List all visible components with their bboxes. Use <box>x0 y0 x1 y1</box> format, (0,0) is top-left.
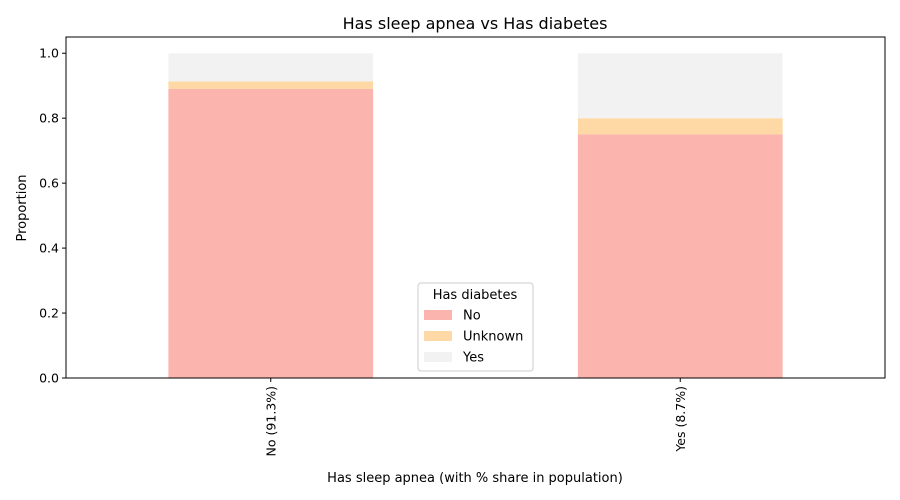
x-tick-label: No (91.3%) <box>263 386 278 456</box>
plot-area: 0.0 0.2 0.4 0.6 0.8 1.0 No (91.3%) Yes (8.7%) <box>39 36 886 456</box>
y-axis-label: Proportion <box>15 174 30 241</box>
bar-no-1 <box>577 134 783 378</box>
legend-label-unknown: Unknown <box>463 330 523 345</box>
bar-no-0 <box>168 88 374 378</box>
bars <box>168 53 783 378</box>
chart-title: Has sleep apnea vs Has diabetes <box>343 14 608 33</box>
legend-label-yes: Yes <box>462 351 484 366</box>
y-tick-label: 0.6 <box>39 176 59 191</box>
y-axis: 0.0 0.2 0.4 0.6 0.8 1.0 <box>39 46 66 386</box>
plot-frame <box>65 36 886 379</box>
y-tick-label: 0.4 <box>39 241 59 256</box>
legend-label-no: No <box>463 309 481 324</box>
legend-items: No Unknown Yes <box>424 309 523 366</box>
legend-swatch-yes <box>424 352 452 362</box>
bar-unknown-0 <box>168 81 374 89</box>
legend-frame <box>417 282 534 372</box>
y-tick-label: 1.0 <box>39 46 59 61</box>
bar-yes-0 <box>168 53 374 82</box>
y-tick-label: 0.0 <box>39 371 59 386</box>
legend-swatch-unknown <box>424 331 452 341</box>
x-axis: No (91.3%) Yes (8.7%) <box>263 378 688 456</box>
bar-yes-1 <box>577 53 783 119</box>
legend-swatch-no <box>424 310 452 320</box>
x-axis-label: Has sleep apnea (with % share in populat… <box>327 471 623 486</box>
x-tick-label: Yes (8.7%) <box>673 386 688 453</box>
y-tick-label: 0.2 <box>39 306 59 321</box>
legend-title: Has diabetes <box>433 288 518 303</box>
legend: Has diabetes No Unknown Yes <box>417 282 534 372</box>
bar-unknown-1 <box>577 118 783 135</box>
y-tick-label: 0.8 <box>39 111 59 126</box>
